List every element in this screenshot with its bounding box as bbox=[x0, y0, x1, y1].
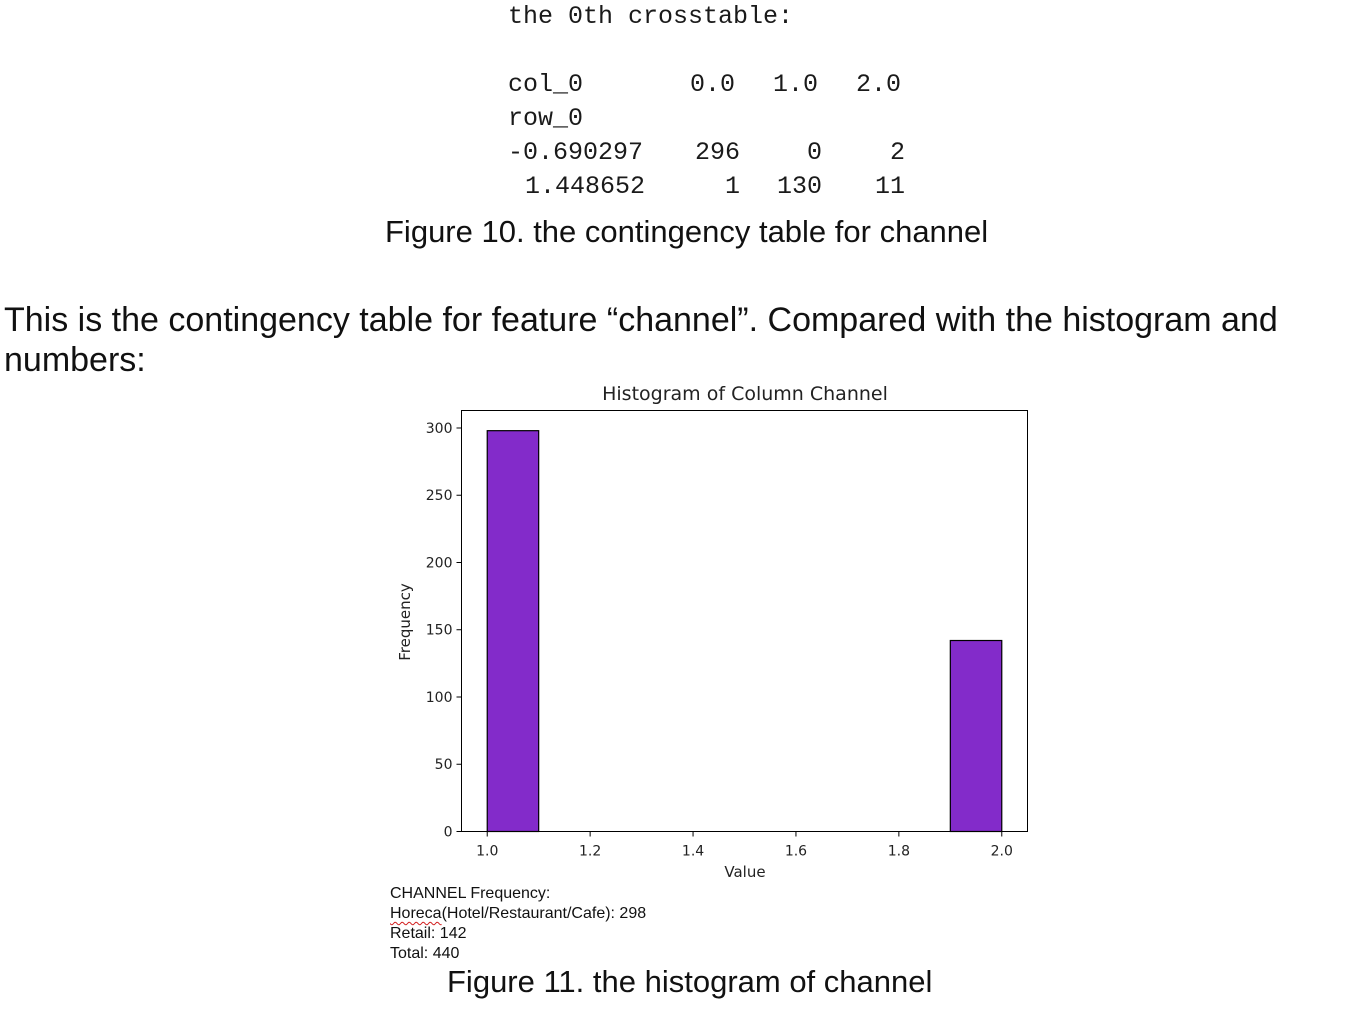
paragraph-line-1: This is the contingency table for featur… bbox=[4, 301, 1278, 339]
y-tick-label: 250 bbox=[426, 488, 453, 504]
chart-x-label: Value bbox=[724, 863, 765, 881]
figure-10-caption: Figure 10. the contingency table for cha… bbox=[385, 214, 989, 249]
crosstable-cell: 0 bbox=[806, 138, 822, 167]
paragraph-line-2: numbers: bbox=[4, 341, 146, 379]
crosstable-title: the 0th crosstable: bbox=[508, 2, 794, 31]
x-tick-label: 2.0 bbox=[991, 844, 1013, 860]
frequency-total: Total: 440 bbox=[390, 945, 460, 962]
chart-title: Histogram of Column Channel bbox=[602, 383, 888, 405]
y-tick-label: 100 bbox=[426, 690, 453, 706]
x-tick-label: 1.0 bbox=[476, 844, 498, 860]
chart-y-label: Frequency bbox=[396, 583, 414, 661]
crosstable-row-label: row_0 bbox=[508, 104, 584, 133]
figure-11-caption: Figure 11. the histogram of channel bbox=[447, 964, 933, 999]
crosstable-row-index: 1.448652 bbox=[525, 172, 646, 201]
x-tick-label: 1.4 bbox=[682, 844, 704, 860]
histogram-bar bbox=[949, 639, 1003, 833]
y-tick-label: 150 bbox=[426, 623, 453, 639]
y-tick-label: 0 bbox=[444, 825, 453, 841]
crosstable-cell: 296 bbox=[694, 138, 740, 167]
spellcheck-word: Horeca bbox=[390, 905, 442, 922]
frequency-horeca: Horeca(Hotel/Restaurant/Cafe): 298 bbox=[390, 904, 646, 924]
x-tick-label: 1.6 bbox=[785, 844, 807, 860]
crosstable-column-header: 2.0 bbox=[856, 70, 902, 99]
crosstable-cell: 11 bbox=[874, 172, 905, 201]
frequency-retail: Retail: 142 bbox=[390, 925, 467, 942]
y-tick-label: 300 bbox=[426, 421, 453, 437]
crosstable-column-header: 0.0 bbox=[690, 70, 736, 99]
crosstable-row-index: -0.690297 bbox=[508, 138, 644, 167]
crosstable-col-label: col_0 bbox=[508, 70, 584, 99]
x-tick-label: 1.2 bbox=[579, 844, 601, 860]
crosstable-cell: 130 bbox=[776, 172, 822, 201]
crosstable-column-header: 1.0 bbox=[773, 70, 819, 99]
frequency-horeca-value: (Hotel/Restaurant/Cafe): 298 bbox=[441, 905, 647, 922]
frequency-heading: CHANNEL Frequency: bbox=[390, 885, 551, 902]
y-tick-label: 50 bbox=[435, 757, 453, 773]
x-tick-label: 1.8 bbox=[888, 844, 910, 860]
crosstable-cell: 2 bbox=[889, 138, 905, 167]
crosstable-cell: 1 bbox=[724, 172, 740, 201]
plot-frame bbox=[461, 410, 1028, 832]
histogram-bar bbox=[486, 430, 540, 833]
y-tick-label: 200 bbox=[426, 555, 453, 571]
